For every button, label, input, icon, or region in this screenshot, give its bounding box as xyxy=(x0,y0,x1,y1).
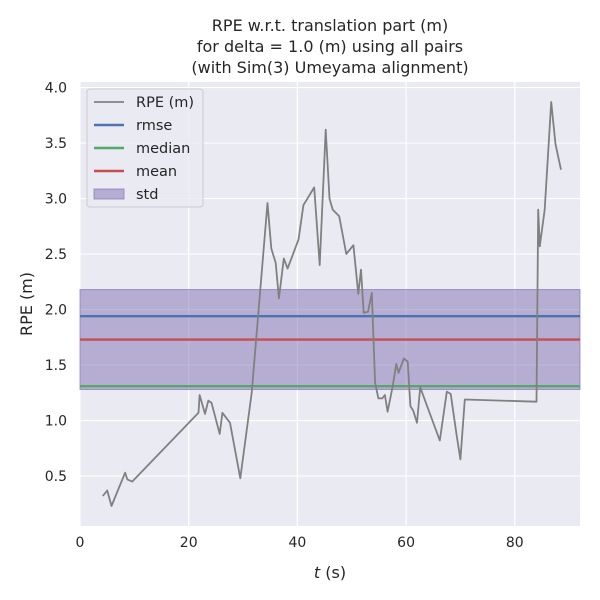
x-tick-label: 60 xyxy=(397,535,415,551)
legend-label: median xyxy=(136,141,190,157)
title-line-3: (with Sim(3) Umeyama alignment) xyxy=(191,58,468,77)
x-tick-label: 40 xyxy=(288,535,306,551)
legend-label: RPE (m) xyxy=(136,95,194,111)
title-line-1: RPE w.r.t. translation part (m) xyxy=(212,16,448,35)
legend: RPE (m) rmse median mean std xyxy=(86,88,204,208)
legend-swatch xyxy=(93,188,125,200)
y-tick-label: 3.5 xyxy=(45,136,67,152)
title-line-2: for delta = 1.0 (m) using all pairs xyxy=(197,37,463,56)
stat-lines-layer xyxy=(80,315,580,388)
x-axis-variable: t xyxy=(314,563,321,582)
x-axis-label: t (s) xyxy=(314,563,346,582)
y-tick-label: 3.0 xyxy=(45,192,67,208)
x-tick-label: 0 xyxy=(76,535,85,551)
x-tick-label: 80 xyxy=(506,535,524,551)
y-tick-label: 4.0 xyxy=(45,81,67,97)
legend-items: RPE (m) rmse median mean std xyxy=(93,95,194,203)
legend-frame xyxy=(86,88,204,208)
y-tick-labels: 0.5 1.0 1.5 2.0 2.5 3.0 3.5 4.0 xyxy=(45,81,67,485)
y-tick-label: 2.5 xyxy=(45,247,67,263)
legend-label: std xyxy=(136,187,158,203)
legend-label: rmse xyxy=(136,118,172,134)
x-axis-unit: (s) xyxy=(320,563,346,582)
y-tick-label: 2.0 xyxy=(45,303,67,319)
rpe-series-line xyxy=(102,101,562,507)
y-tick-label: 0.5 xyxy=(45,469,67,485)
series-layer xyxy=(102,101,562,507)
y-tick-label: 1.5 xyxy=(45,358,67,374)
legend-label: mean xyxy=(136,164,177,180)
y-tick-label: 1.0 xyxy=(45,414,67,430)
chart-title: RPE w.r.t. translation part (m) for delt… xyxy=(191,16,468,77)
x-tick-label: 20 xyxy=(180,535,198,551)
x-tick-labels: 0 20 40 60 80 xyxy=(76,535,524,551)
y-axis-label: RPE (m) xyxy=(17,272,36,336)
